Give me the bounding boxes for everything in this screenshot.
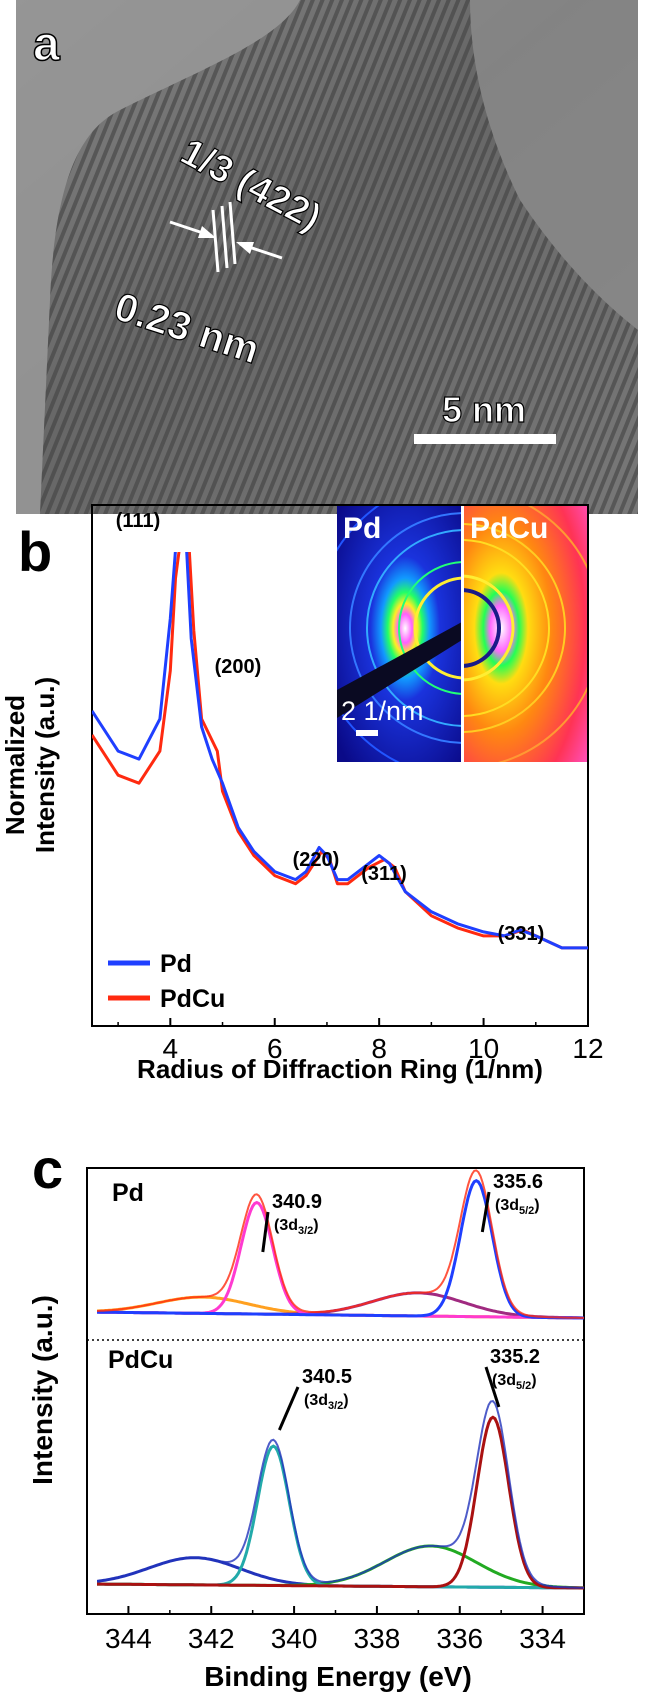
x-tick-label: 336 (436, 1623, 483, 1654)
inset-pd-label: Pd (343, 512, 381, 545)
xps-pd-envelope-curve (97, 1169, 585, 1319)
peak-label: (200) (215, 656, 262, 678)
panel-c: c Pd PdCu 344 342 340 338 336 334 Binding Ener… (27, 1137, 585, 1692)
chart-c-ylabel: Intensity (a.u.) (27, 1295, 58, 1485)
x-tick-label: 12 (572, 1033, 603, 1064)
scale-bar-label: 5 nm (442, 389, 526, 430)
peak-orbital-label: (3d5/2) (492, 1372, 537, 1392)
peak-label: (111) (116, 510, 160, 532)
scale-bar (414, 434, 556, 444)
chart-b-frame (91, 504, 589, 1027)
peak-energy-label: 335.2 (490, 1346, 540, 1368)
chart-c-xlabel: Binding Energy (eV) (204, 1661, 472, 1692)
x-tick-label: 342 (188, 1623, 235, 1654)
x-tick-label: 334 (519, 1623, 566, 1654)
series-pd-line (92, 552, 588, 950)
peak-energy-label: 340.5 (302, 1366, 352, 1388)
series-pdcu-line (92, 552, 588, 950)
peak-leader-line (261, 1211, 270, 1253)
inset-scale-bar (356, 730, 378, 736)
x-tick-label: 8 (371, 1033, 387, 1064)
xps-pd-label: Pd (112, 1179, 144, 1207)
xps-pd-peak_3d5-2-curve (97, 1178, 584, 1320)
x-tick-label: 340 (271, 1623, 318, 1654)
legend-label-pd: Pd (160, 950, 192, 978)
chart-b-xlabel: Radius of Diffraction Ring (1/nm) (137, 1054, 543, 1084)
peak-label: (220) (293, 849, 340, 871)
x-tick-label: 338 (354, 1623, 401, 1654)
peak-leader-line (277, 1386, 300, 1431)
peak-orbital-label: (3d5/2) (495, 1197, 540, 1217)
panel-a-letter: a (33, 18, 60, 71)
x-tick-label: 344 (105, 1623, 152, 1654)
chart-c: 344 342 340 338 336 334 Binding Energy (eV) Int… (27, 1167, 585, 1692)
xps-pdcu-envelope-curve (97, 1400, 585, 1589)
panel-b-letter: b (18, 520, 52, 583)
legend-label-pdcu: PdCu (160, 985, 225, 1013)
chart-c-frame (86, 1167, 585, 1615)
peak-leader-line (484, 1366, 501, 1408)
tem-lattice-fringes (40, 0, 638, 514)
saed-inset: Pd PdCu 2 1/nm (337, 505, 588, 762)
chart-b: 4 6 8 10 12 (111) (200) (220) (311) (331) Pd PdCu Ra… (0, 504, 604, 1084)
spacing-marker (169, 201, 283, 273)
peak-energy-label: 335.6 (493, 1171, 543, 1193)
xps-pdcu-peak_3d3-2-curve (97, 1444, 584, 1590)
x-tick-label: 6 (267, 1033, 283, 1064)
xps-pdcu-peak_3d5-2-curve (97, 1415, 584, 1590)
peak-energy-label: 340.9 (272, 1191, 322, 1213)
panel-b: b Pd (0, 504, 604, 1084)
panel-a: a 1/3 (422) 0.23 nm 5 nm (16, 0, 638, 514)
panel-c-letter: c (32, 1137, 63, 1200)
chart-b-ylabel: NormalizedIntensity (a.u.) (0, 677, 60, 853)
inset-pdcu-label: PdCu (470, 512, 548, 545)
tem-vacuum-region-right (470, 0, 638, 330)
xps-pdcu-label: PdCu (108, 1346, 173, 1374)
peak-orbital-label: (3d3/2) (274, 1217, 319, 1237)
inset-scale-label: 2 1/nm (341, 696, 424, 726)
peak-label: (311) (361, 863, 407, 885)
peak-leader-line (480, 1191, 491, 1233)
x-tick-label: 10 (468, 1033, 499, 1064)
peak-label: (331) (498, 923, 545, 945)
x-tick-label: 4 (163, 1033, 179, 1064)
peak-orbital-label: (3d3/2) (304, 1392, 349, 1412)
tem-vacuum-region (16, 0, 300, 514)
